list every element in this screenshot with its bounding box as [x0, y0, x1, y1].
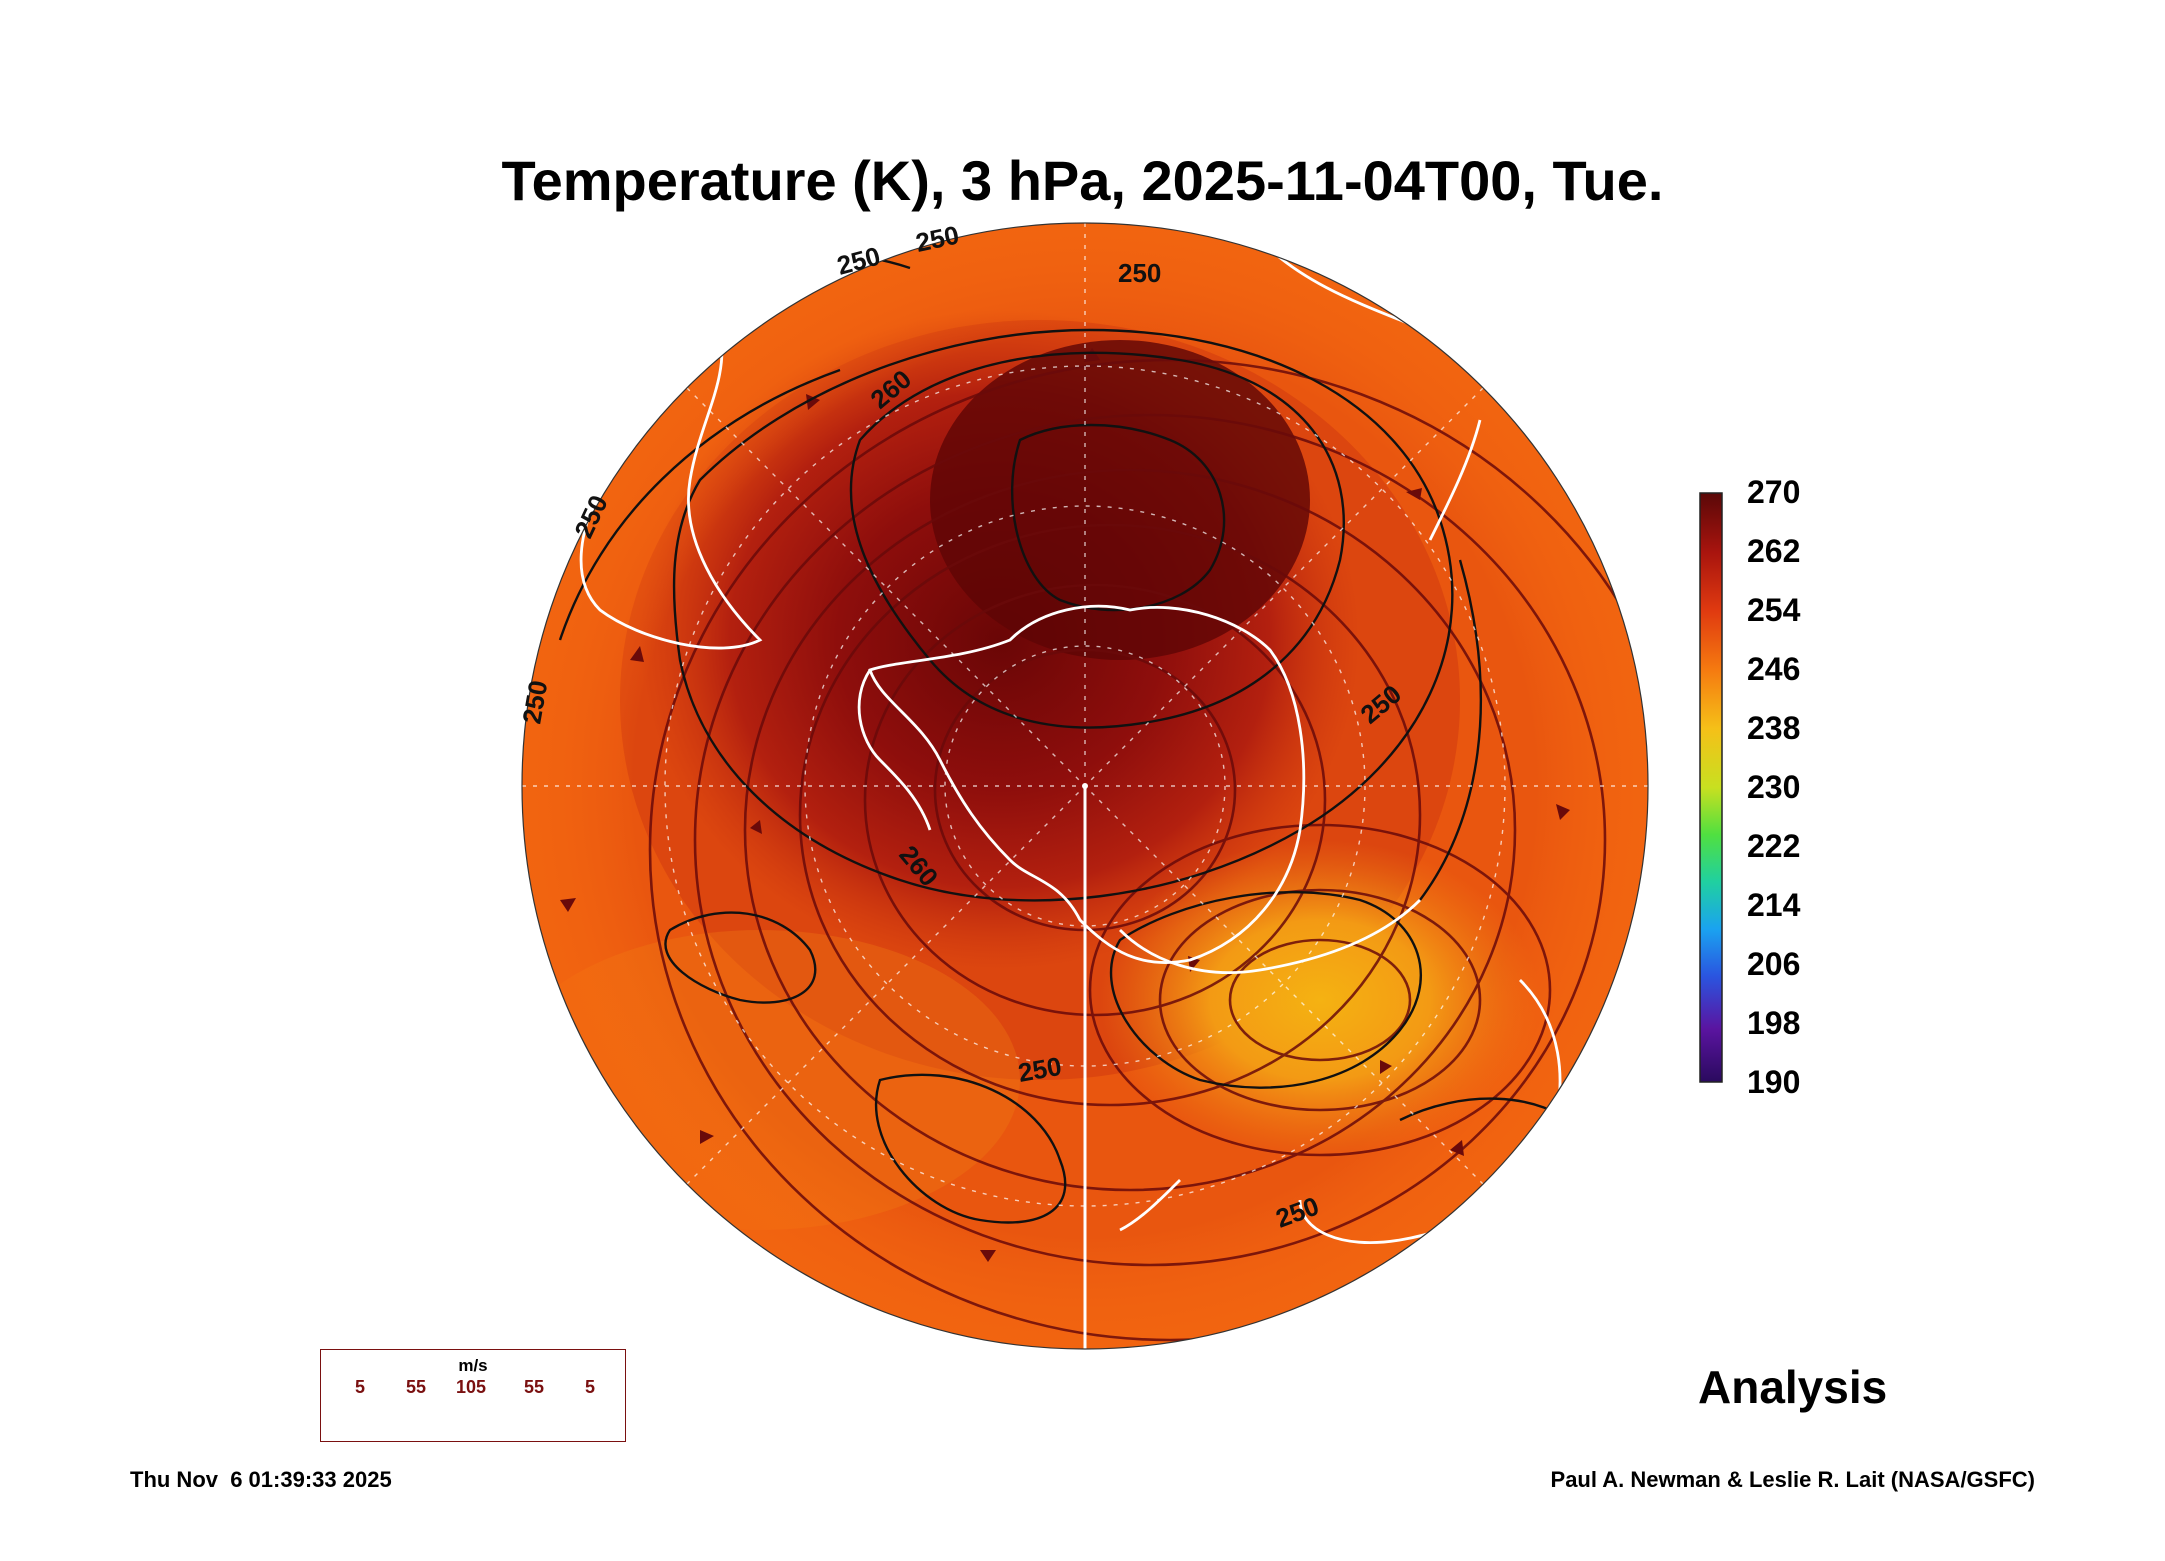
temperature-contours [558, 254, 1581, 1224]
credit-line: Paul A. Newman & Leslie R. Lait (NASA/GS… [1550, 1467, 2035, 1492]
wind-legend-unit: m/s [458, 1356, 488, 1375]
colorbar [1699, 492, 1723, 1083]
wind-legend-value: 105 [456, 1377, 487, 1397]
colorbar-tick: 190 [1747, 1064, 1801, 1100]
map-title: Temperature (K), 3 hPa, 2025-11-04T00, T… [501, 149, 1664, 212]
colorbar-tick: 206 [1747, 946, 1801, 982]
colorbar-tick: 262 [1747, 533, 1801, 569]
colorbar-tick: 222 [1747, 828, 1801, 864]
wind-legend-value: 55 [524, 1377, 545, 1397]
pole-marker [1082, 783, 1088, 789]
colorbar-tick: 198 [1747, 1005, 1801, 1041]
generated-timestamp: Thu Nov 6 01:39:33 2025 [130, 1467, 392, 1492]
colorbar-tick: 214 [1747, 887, 1801, 923]
wind-arrows [560, 348, 1570, 1262]
wind-legend-value: 55 [406, 1377, 427, 1397]
colorbar-tick: 254 [1747, 592, 1801, 628]
wind-legend: m/s 5 55 105 55 5 [320, 1349, 626, 1442]
colorbar-tick: 238 [1747, 710, 1801, 746]
contour-label: 250 [1016, 1051, 1064, 1088]
globe-border [521, 222, 1649, 1350]
contour-label: 250 [516, 678, 553, 726]
wind-legend-value: 5 [585, 1377, 596, 1397]
wind-legend-value: 5 [355, 1377, 366, 1397]
colorbar-tick: 246 [1747, 651, 1801, 687]
colorbar-tick: 270 [1747, 474, 1801, 510]
contour-label: 250 [1118, 258, 1161, 288]
analysis-label: Analysis [1698, 1361, 1888, 1413]
colorbar-tick: 230 [1747, 769, 1801, 805]
globe [522, 223, 1648, 1349]
